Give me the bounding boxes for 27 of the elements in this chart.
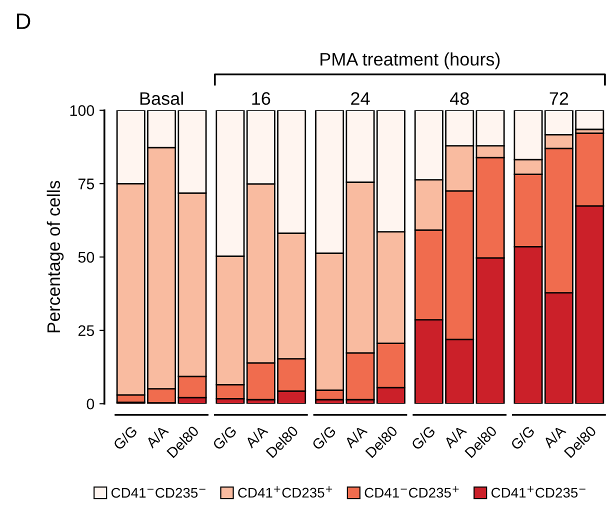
- text: PMA treatment (hours): [320, 52, 500, 70]
- y-tick-label: 100: [70, 105, 94, 116]
- x-tick-label: G/G: [311, 425, 336, 451]
- y-axis-title: Percentage of cells: [46, 180, 64, 332]
- legend-label: CD41$^{−}$CD235$^{+}$: [364, 486, 459, 498]
- legend-label: CD41$^{+}$CD235$^{−}$: [491, 486, 586, 498]
- chart-title: Basal: [140, 92, 183, 105]
- x-tick-label: A/A: [442, 424, 468, 449]
- y-tick-label: 50: [78, 252, 94, 263]
- y-tick-label: 25: [78, 325, 94, 336]
- x-tick-label: A/A: [542, 424, 566, 449]
- x-tick-label: A/A: [344, 424, 368, 449]
- x-tick-label: A/A: [244, 424, 268, 449]
- legend-label: CD41$^{+}$CD235$^{+}$: [238, 486, 332, 498]
- chart-title: 72: [550, 92, 568, 105]
- legend-label: CD41$^{−}$CD235$^{−}$: [111, 488, 206, 498]
- y-tick-label: 75: [78, 178, 94, 190]
- y-tick-label: 0: [86, 398, 94, 410]
- x-tick-label: G/G: [112, 425, 138, 451]
- text: D: [17, 14, 30, 29]
- x-tick-label: G/G: [510, 425, 536, 451]
- chart-title: 16: [252, 92, 270, 105]
- x-tick-label: G/G: [212, 425, 238, 451]
- x-tick-label: G/G: [410, 425, 436, 451]
- chart-title: 48: [450, 92, 469, 105]
- x-tick-label: A/A: [144, 424, 170, 449]
- chart-title: 24: [351, 92, 370, 105]
